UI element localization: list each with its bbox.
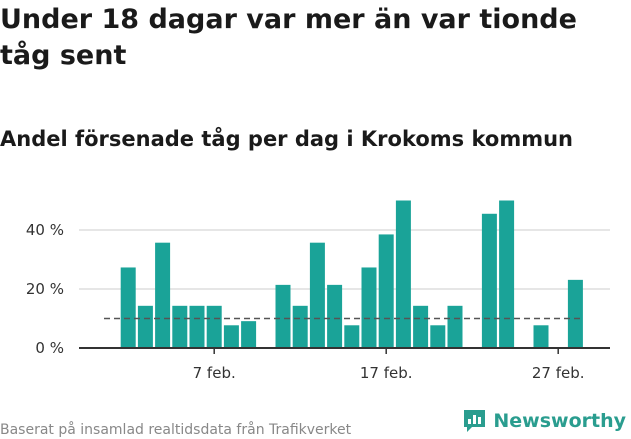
bar <box>137 305 153 348</box>
brand-logo[interactable]: Newsworthy <box>462 408 626 433</box>
bar <box>499 200 515 348</box>
newsworthy-logo-icon <box>464 410 486 432</box>
bar <box>533 325 549 348</box>
bar <box>120 267 136 348</box>
bar <box>481 213 497 348</box>
bar <box>327 284 343 348</box>
y-tick-label: 40 % <box>26 221 64 239</box>
bar <box>378 234 394 348</box>
axes: 0 % 20 % 40 % 7 feb. 17 feb. 27 feb. <box>26 221 610 382</box>
source-note: Baserat på insamlad realtidsdata från Tr… <box>0 422 352 438</box>
bar <box>361 267 377 348</box>
bar <box>206 305 222 348</box>
bar <box>189 305 205 348</box>
bar <box>275 284 291 348</box>
bar <box>567 279 583 348</box>
bars <box>120 200 583 348</box>
y-tick-label: 20 % <box>26 280 64 298</box>
bar <box>172 305 188 348</box>
bar <box>223 325 239 348</box>
x-tick-label: 7 feb. <box>193 364 236 382</box>
y-tick-label: 0 % <box>35 339 64 357</box>
bar <box>292 305 308 348</box>
brand-name: Newsworthy <box>493 409 626 432</box>
bar <box>395 200 411 348</box>
bar <box>413 305 429 348</box>
chart-subtitle: Andel försenade tåg per dag i Krokoms ko… <box>0 127 573 151</box>
x-tick-label: 17 feb. <box>360 364 413 382</box>
bar <box>344 325 360 348</box>
bar <box>155 242 171 348</box>
bar <box>241 321 257 348</box>
bar <box>309 242 325 348</box>
chart-title: Under 18 dagar var mer än var tionde tåg… <box>0 4 577 71</box>
bar-chart: 0 % 20 % 40 % 7 feb. 17 feb. 27 feb. <box>26 200 610 382</box>
bar <box>447 305 463 348</box>
x-tick-label: 27 feb. <box>532 364 585 382</box>
bar <box>430 325 446 348</box>
